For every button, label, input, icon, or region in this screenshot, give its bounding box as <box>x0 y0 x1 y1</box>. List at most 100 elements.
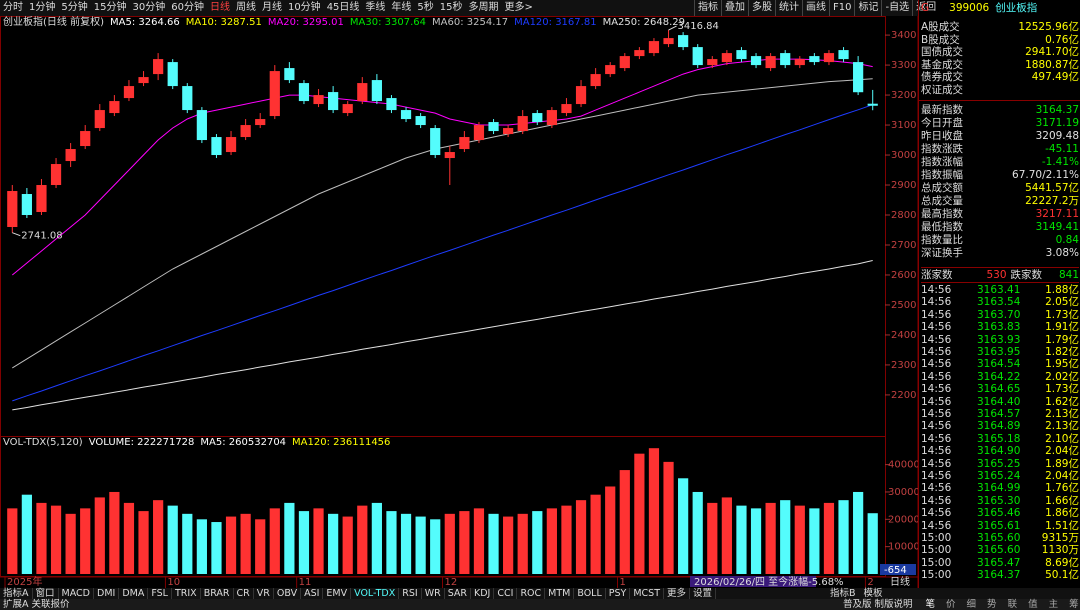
tick-volume: 2.05亿 <box>1045 296 1079 309</box>
indicator-tab[interactable]: WR <box>421 588 445 599</box>
tick-time: 14:56 <box>921 296 952 309</box>
candle-body <box>298 83 310 102</box>
period-button[interactable]: 15秒 <box>439 2 463 13</box>
indicator-tab[interactable]: FSL <box>148 588 172 599</box>
indicator-tab[interactable]: ASI <box>301 588 324 599</box>
indicator-tab[interactable]: 窗口 <box>32 588 59 599</box>
period-button[interactable]: 10分钟 <box>287 2 321 13</box>
period-button[interactable]: 周线 <box>235 2 256 13</box>
period-button[interactable]: 45日线 <box>326 2 360 13</box>
period-button[interactable]: 更多> <box>504 2 533 13</box>
indicator-tab[interactable]: RSI <box>399 588 422 599</box>
indicator-tab[interactable]: 指标A <box>0 588 33 599</box>
period-button[interactable]: 日线 <box>209 2 230 13</box>
panel-row: 指数量比 0.84 <box>921 234 1079 247</box>
indicator-tab[interactable]: VOL-TDX <box>351 588 400 599</box>
panel-tab[interactable]: 筹 <box>1069 599 1079 610</box>
panel-row: G 399006 创业板指 <box>921 1 1079 15</box>
period-button[interactable]: 分时 <box>3 2 23 13</box>
tool-button[interactable]: -自选 <box>881 0 912 16</box>
indicator-tab[interactable]: CCI <box>494 588 518 599</box>
indicator-tab[interactable]: PSY <box>605 588 631 599</box>
panel-row: 14:56 3163.83 1.91亿 <box>921 321 1079 333</box>
indicator-tab[interactable]: KDJ <box>471 588 495 599</box>
indicator-tab[interactable]: 更多 <box>664 588 691 599</box>
field-label: A股成交 <box>921 21 960 33</box>
volume-bar <box>182 513 193 574</box>
tool-button[interactable]: 标记 <box>854 0 881 16</box>
period-button[interactable]: 年线 <box>391 2 412 13</box>
period-button[interactable]: 季线 <box>365 2 386 13</box>
period-button[interactable]: 5秒 <box>417 2 434 13</box>
panel-row: 指数涨幅 -1.41% <box>921 156 1079 169</box>
indicator-tab[interactable]: MTM <box>545 588 575 599</box>
volume-bar <box>284 502 295 574</box>
indicator-tab[interactable]: MACD <box>58 588 94 599</box>
indicator-tab[interactable]: BOLL <box>574 588 606 599</box>
indicator-tab[interactable]: OBV <box>273 588 302 599</box>
y-tick-label: 2900 <box>891 180 916 191</box>
breadth-value: 530 <box>986 269 1007 281</box>
candle-body <box>328 92 339 111</box>
field-label: 权证成交 <box>921 84 963 96</box>
y-tick-label: 3300 <box>891 60 916 71</box>
panel-row: 债券成交 497.49亿 <box>921 71 1079 84</box>
panel-tab[interactable]: 主 <box>1048 599 1059 610</box>
period-button[interactable]: 30分钟 <box>132 2 166 13</box>
tick-volume: 2.13亿 <box>1045 420 1079 433</box>
panel-tab[interactable]: 价 <box>946 599 956 610</box>
tool-button[interactable]: 指标 <box>694 0 721 16</box>
candle-body <box>36 185 47 213</box>
indicator-tab[interactable]: DMA <box>119 588 149 599</box>
candle-body <box>736 50 747 60</box>
candle-body <box>838 50 849 60</box>
panel-tab[interactable]: 势 <box>987 599 997 610</box>
field-value: -1.41% <box>1041 156 1079 168</box>
indicator-tab[interactable]: ROC <box>517 588 546 599</box>
period-button[interactable]: 月线 <box>261 2 282 13</box>
volume-bar <box>225 516 237 574</box>
period-button[interactable]: 60分钟 <box>171 2 204 13</box>
tool-button[interactable]: F10 <box>829 0 854 16</box>
legend-item: MA30: 3307.64 <box>350 17 426 28</box>
indicator-tab[interactable]: CR <box>233 588 254 599</box>
tool-button[interactable]: 画线 <box>802 0 829 16</box>
candle-body <box>400 110 412 120</box>
panel-tab[interactable]: 值 <box>1028 599 1038 610</box>
indicator-tab[interactable]: MCST <box>630 588 665 599</box>
indicator-tab[interactable]: 设置 <box>690 588 717 599</box>
candle-body <box>123 86 135 99</box>
panel-tab[interactable]: 细 <box>966 599 977 610</box>
template-tab[interactable]: 指标B <box>830 588 856 599</box>
period-button[interactable]: 5分钟 <box>61 2 88 13</box>
volume-bar <box>7 508 18 574</box>
tick-price: 3164.22 <box>977 370 1021 383</box>
panel-tab[interactable]: 联 <box>1007 599 1018 610</box>
tool-button[interactable]: 统计 <box>775 0 802 16</box>
candle-body <box>678 35 689 48</box>
tool-button[interactable]: 多股 <box>748 0 775 16</box>
tool-button[interactable]: 返回 <box>912 0 939 16</box>
indicator-tab[interactable]: EMV <box>323 588 352 599</box>
candle-body <box>284 68 295 81</box>
panel-tab[interactable]: 笔 <box>925 599 936 610</box>
indicator-tab[interactable]: DMI <box>94 588 120 599</box>
panel-row: 最高指数 3217.11 <box>921 208 1079 221</box>
tick-volume: 9315万 <box>1041 532 1079 544</box>
field-value: 5441.57亿 <box>1025 182 1079 194</box>
field-label: 债券成交 <box>921 71 963 84</box>
indicator-tab[interactable]: TRIX <box>171 588 201 599</box>
period-button[interactable]: 1分钟 <box>29 2 56 13</box>
period-button[interactable]: 多周期 <box>468 2 499 13</box>
volume-bar <box>663 461 674 574</box>
indicator-tab[interactable]: SAR <box>444 588 471 599</box>
field-label: 基金成交 <box>921 58 963 71</box>
candle-body <box>444 152 455 159</box>
candle-body <box>7 191 18 227</box>
price-panel-border <box>0 16 886 437</box>
template-tab[interactable]: 模板 <box>863 588 883 599</box>
period-button[interactable]: 15分钟 <box>93 2 127 13</box>
indicator-tab[interactable]: VR <box>253 588 274 599</box>
indicator-tab[interactable]: BRAR <box>200 588 234 599</box>
tool-button[interactable]: 叠加 <box>721 0 748 16</box>
